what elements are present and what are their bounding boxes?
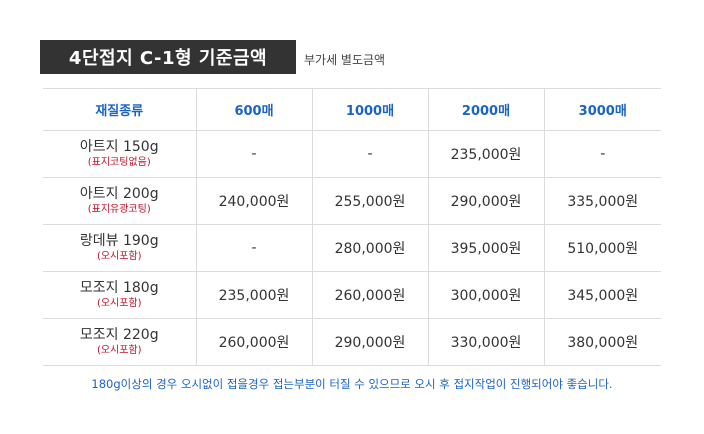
material-note: (표지코팅없음) xyxy=(87,157,151,168)
material-cell: 모조지 220g (오시포함) xyxy=(43,318,197,366)
material-name: 랑데뷰 190g xyxy=(79,233,159,249)
price-cell: 260,000원 xyxy=(195,318,313,366)
column-header-material: 재질종류 xyxy=(43,88,197,131)
price-cell: 235,000원 xyxy=(195,271,313,319)
material-name: 모조지 180g xyxy=(79,280,159,296)
material-name: 아트지 150g xyxy=(79,139,159,155)
price-table: 재질종류 600매 1000매 2000매 3000매 아트지 150g (표지… xyxy=(43,88,661,366)
table-header-row: 재질종류 600매 1000매 2000매 3000매 xyxy=(43,88,661,131)
price-cell: 280,000원 xyxy=(311,224,429,272)
price-cell: - xyxy=(195,224,313,272)
price-cell: - xyxy=(311,130,429,178)
price-cell: 380,000원 xyxy=(543,318,661,366)
column-header-3000: 3000매 xyxy=(543,88,661,131)
price-cell: 345,000원 xyxy=(543,271,661,319)
price-cell: 300,000원 xyxy=(427,271,545,319)
title-row: 4단접지 C-1형 기준금액 부가세 별도금액 xyxy=(40,40,385,74)
price-cell: 335,000원 xyxy=(543,177,661,225)
price-cell: - xyxy=(543,130,661,178)
price-cell: 255,000원 xyxy=(311,177,429,225)
material-cell: 아트지 200g (표지유광코팅) xyxy=(43,177,197,225)
material-name: 아트지 200g xyxy=(79,186,159,202)
table-row: 모조지 180g (오시포함) 235,000원 260,000원 300,00… xyxy=(43,271,661,319)
material-note: (표지유광코팅) xyxy=(87,204,151,215)
table-row: 모조지 220g (오시포함) 260,000원 290,000원 330,00… xyxy=(43,318,661,366)
material-note: (오시포함) xyxy=(96,298,142,309)
table-row: 아트지 150g (표지코팅없음) - - 235,000원 - xyxy=(43,130,661,178)
material-cell: 모조지 180g (오시포함) xyxy=(43,271,197,319)
price-cell: 235,000원 xyxy=(427,130,545,178)
material-name: 모조지 220g xyxy=(79,327,159,343)
price-cell: 290,000원 xyxy=(427,177,545,225)
column-header-600: 600매 xyxy=(195,88,313,131)
price-cell: 330,000원 xyxy=(427,318,545,366)
footnote: 180g이상의 경우 오시없이 접을경우 접는부분이 터질 수 있으므로 오시 … xyxy=(91,377,613,391)
price-cell: 290,000원 xyxy=(311,318,429,366)
price-cell: 240,000원 xyxy=(195,177,313,225)
material-note: (오시포함) xyxy=(96,251,142,262)
material-note: (오시포함) xyxy=(96,345,142,356)
price-cell: 510,000원 xyxy=(543,224,661,272)
material-cell: 랑데뷰 190g (오시포함) xyxy=(43,224,197,272)
price-cell: 395,000원 xyxy=(427,224,545,272)
price-cell: 260,000원 xyxy=(311,271,429,319)
page-title: 4단접지 C-1형 기준금액 xyxy=(40,40,296,74)
table-row: 랑데뷰 190g (오시포함) - 280,000원 395,000원 510,… xyxy=(43,224,661,272)
column-header-2000: 2000매 xyxy=(427,88,545,131)
table-row: 아트지 200g (표지유광코팅) 240,000원 255,000원 290,… xyxy=(43,177,661,225)
vat-note: 부가세 별도금액 xyxy=(304,53,386,67)
column-header-1000: 1000매 xyxy=(311,88,429,131)
price-cell: - xyxy=(195,130,313,178)
material-cell: 아트지 150g (표지코팅없음) xyxy=(43,130,197,178)
